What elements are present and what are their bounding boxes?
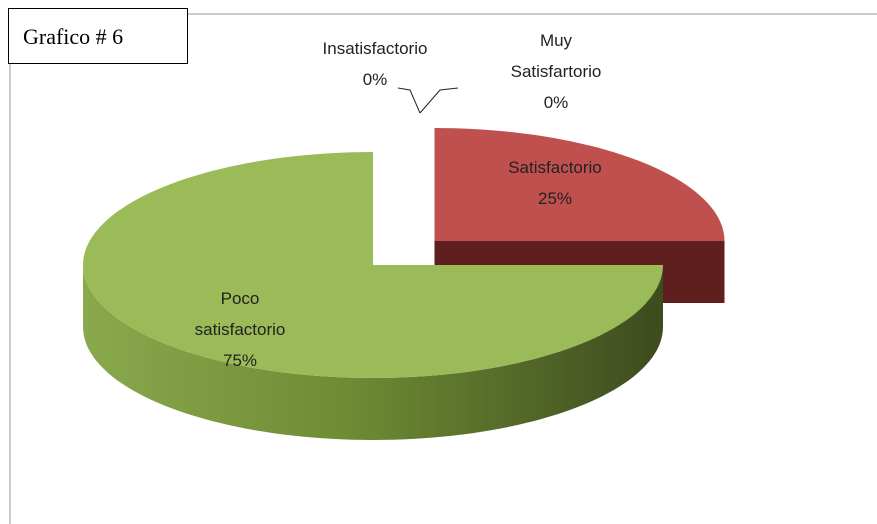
data-label: Insatisfactorio 0% [295, 33, 455, 95]
slice-value: 0% [543, 93, 569, 112]
data-label: Poco satisfactorio 75% [175, 283, 305, 376]
data-label: Satisfactorio 25% [475, 152, 635, 214]
slice-name: Satisfactorio [508, 158, 602, 177]
slice-name: Insatisfactorio [322, 39, 428, 58]
slice [434, 128, 725, 241]
slice-side [83, 265, 663, 440]
slice-name: Muy Satisfartorio [510, 31, 602, 81]
data-label: Muy Satisfartorio 0% [501, 25, 611, 118]
slice-value: 0% [362, 70, 388, 89]
leader-line [419, 87, 459, 114]
slice [83, 152, 663, 378]
slice-value: 25% [537, 189, 573, 208]
slice-value: 75% [222, 351, 258, 370]
chart-title: Grafico # 6 [8, 8, 188, 64]
leader-line [397, 87, 421, 114]
slice-name: Poco satisfactorio [194, 289, 286, 339]
